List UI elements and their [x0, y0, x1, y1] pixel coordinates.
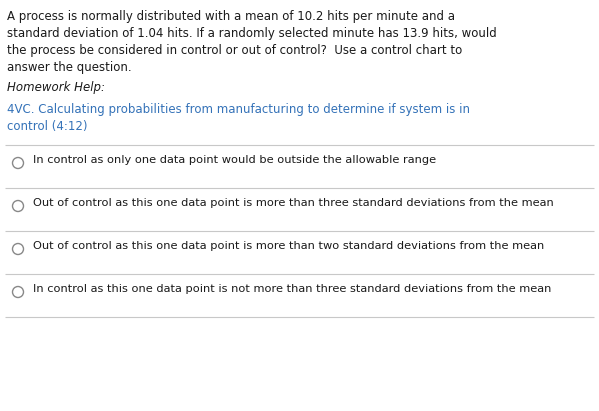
Text: the process be considered in control or out of control?  Use a control chart to: the process be considered in control or …	[7, 44, 462, 57]
Text: In control as only one data point would be outside the allowable range: In control as only one data point would …	[33, 155, 436, 165]
Text: In control as this one data point is not more than three standard deviations fro: In control as this one data point is not…	[33, 284, 551, 294]
Text: 4VC. Calculating probabilities from manufacturing to determine if system is in: 4VC. Calculating probabilities from manu…	[7, 103, 470, 116]
Text: control (4:12): control (4:12)	[7, 120, 87, 133]
Text: Homework Help:: Homework Help:	[7, 81, 105, 94]
Text: Out of control as this one data point is more than three standard deviations fro: Out of control as this one data point is…	[33, 198, 553, 208]
Text: A process is normally distributed with a mean of 10.2 hits per minute and a: A process is normally distributed with a…	[7, 10, 455, 23]
Text: standard deviation of 1.04 hits. If a randomly selected minute has 13.9 hits, wo: standard deviation of 1.04 hits. If a ra…	[7, 27, 497, 40]
Text: Out of control as this one data point is more than two standard deviations from : Out of control as this one data point is…	[33, 241, 544, 251]
Text: answer the question.: answer the question.	[7, 61, 132, 74]
